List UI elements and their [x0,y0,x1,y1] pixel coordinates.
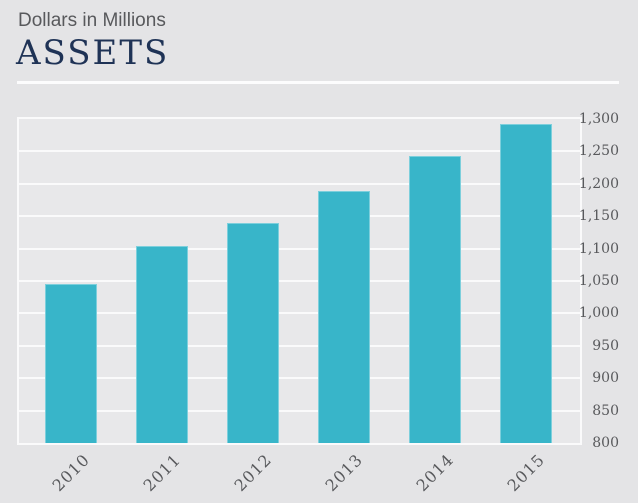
bar-2011 [136,246,188,443]
y-tick-label-950: 950 [592,337,619,354]
x-tick-label-2014: 2014 [412,449,458,496]
bar-2015 [500,124,552,443]
y-tick-label-1150: 1,150 [578,208,619,225]
y-tick-label-800: 800 [592,435,619,451]
gridline [19,215,580,218]
y-tick-label-1250: 1,250 [578,143,619,160]
plot-area [17,117,582,445]
y-tick-label-1100: 1,100 [578,240,619,257]
gridline [19,150,580,153]
bar-2010 [45,284,97,443]
y-tick-label-1000: 1,000 [578,305,619,322]
gridline [19,312,580,315]
y-tick-label-1050: 1,050 [578,273,619,289]
bar-2014 [409,155,461,443]
x-tick-label-2013: 2013 [321,449,367,496]
x-tick-label-2012: 2012 [230,449,276,496]
gridline [19,409,580,412]
x-tick-label-2011: 2011 [139,449,185,496]
header-divider [17,81,619,84]
y-tick-label-1200: 1,200 [578,175,619,192]
x-tick-label-2010: 2010 [48,449,94,496]
gridline [19,377,580,380]
x-tick-label-2015: 2015 [503,449,549,496]
y-tick-label-850: 850 [592,402,619,419]
gridline [19,182,580,185]
y-tick-label-900: 900 [592,370,619,387]
bar-2012 [227,223,279,443]
gridline [19,247,580,250]
bar-2013 [318,190,370,443]
chart-title: ASSETS [16,33,170,73]
y-tick-label-1300: 1,300 [578,111,619,127]
gridline [19,280,580,282]
gridline [19,344,580,347]
chart-subtitle: Dollars in Millions [18,10,166,31]
